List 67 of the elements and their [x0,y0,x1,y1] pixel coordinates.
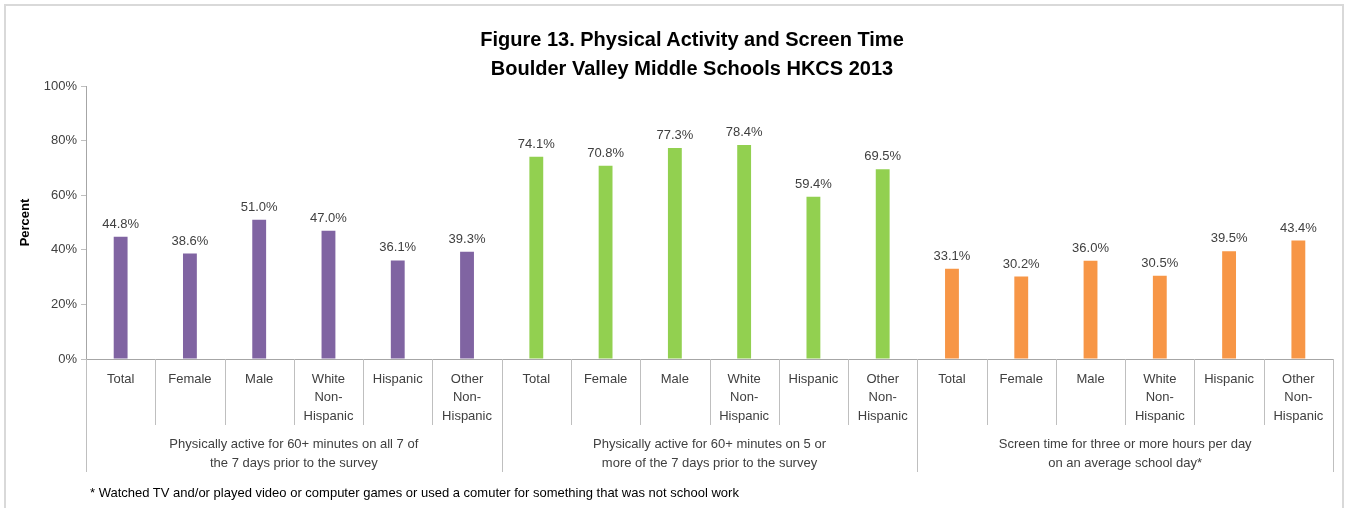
text: Physically active for 60+ minutes on 5 or more of the 7 days prior to the survey [592,435,827,470]
bar [806,196,821,359]
x-tick-label: Female [168,370,212,386]
x-tick-label: Male [660,370,689,386]
x-tick-label: Female [999,370,1043,386]
x-tick-label: Male [1076,370,1105,386]
x-tick-label: White Non-Hispanic [719,370,770,423]
x-tick-label: Other Non-Hispanic [442,370,493,423]
x-tick-label: White Non-Hispanic [303,370,354,423]
x-tick-label: Total [522,370,551,386]
data-label: 74.1% [517,135,556,151]
data-label: 51.0% [240,198,279,214]
chart-title: Figure 13. Physical Activity and Screen Time [480,28,904,50]
y-tick-label: 100% [43,77,78,93]
chart-subtitle: Boulder Valley Middle Schools HKCS 2013 [490,57,894,79]
data-label: 39.3% [448,230,486,246]
data-label: 39.5% [1210,230,1248,246]
bar [1083,260,1098,359]
bar [875,169,890,359]
data-label: 70.8% [587,144,625,160]
bar [667,147,682,359]
bar [321,230,336,359]
data-label: 77.3% [656,126,694,142]
data-label: 59.4% [794,175,833,191]
y-tick-label: 20% [50,295,78,311]
data-label: 44.8% [102,215,140,231]
bar [1291,240,1306,359]
x-tick-label: Total [106,370,135,386]
bar [529,156,544,359]
data-label: 36.0% [1072,239,1110,255]
x-tick-label: Other Non-Hispanic [1273,370,1324,423]
x-tick-label: Female [583,370,628,386]
x-tick-label: Hispanic [1204,370,1255,386]
text: Screen time for three or more hours per day on an average school day* [998,435,1253,470]
bar [113,236,128,359]
x-tick-label: Male [245,370,274,386]
bar [390,260,405,359]
bar [737,144,752,359]
bar [460,251,474,359]
data-label: 69.5% [864,148,902,164]
data-label: 47.0% [310,209,348,225]
y-tick-label: 40% [50,241,78,257]
x-tick-label: White Non-Hispanic [1134,370,1186,423]
bar [1014,276,1029,359]
y-tick-label: 80% [50,132,78,148]
data-label: 78.4% [725,123,763,139]
text: * Watched TV and/or played video or computer games or used a comuter for something that was not school work [90,485,740,500]
y-tick-label: 60% [50,186,78,202]
bar [1222,251,1237,359]
data-label: 38.6% [171,232,209,248]
data-label: 43.4% [1279,219,1318,235]
text: Physically active for 60+ minutes on all 7 of the 7 days prior to the survey [169,435,419,470]
data-label: 33.1% [933,247,971,263]
y-tick-label: 0% [58,350,78,366]
data-label: 30.5% [1141,254,1179,270]
bar [1152,275,1167,359]
bar [945,268,959,359]
x-tick-label: Other Non-Hispanic [857,370,909,423]
bar [182,253,197,359]
bar [252,219,267,359]
bar [598,165,613,359]
data-label: 36.1% [379,239,417,255]
data-label: 30.2% [1002,255,1041,271]
x-tick-label: Hispanic [788,370,839,386]
x-tick-label: Hispanic [372,370,424,386]
y-axis-title: Percent [17,197,33,247]
x-tick-label: Total [938,370,966,386]
